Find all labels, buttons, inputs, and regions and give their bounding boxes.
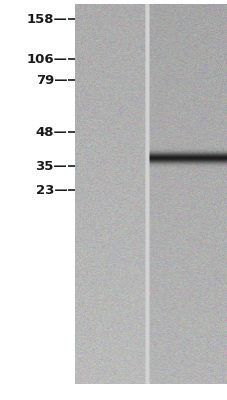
Text: 48—: 48— bbox=[35, 126, 67, 138]
Text: 23—: 23— bbox=[35, 184, 67, 196]
Text: 35—: 35— bbox=[35, 160, 67, 172]
Text: 106—: 106— bbox=[26, 53, 67, 66]
Text: 79—: 79— bbox=[35, 74, 67, 86]
Text: 158—: 158— bbox=[26, 13, 67, 26]
FancyBboxPatch shape bbox=[0, 384, 227, 400]
FancyBboxPatch shape bbox=[0, 0, 75, 400]
